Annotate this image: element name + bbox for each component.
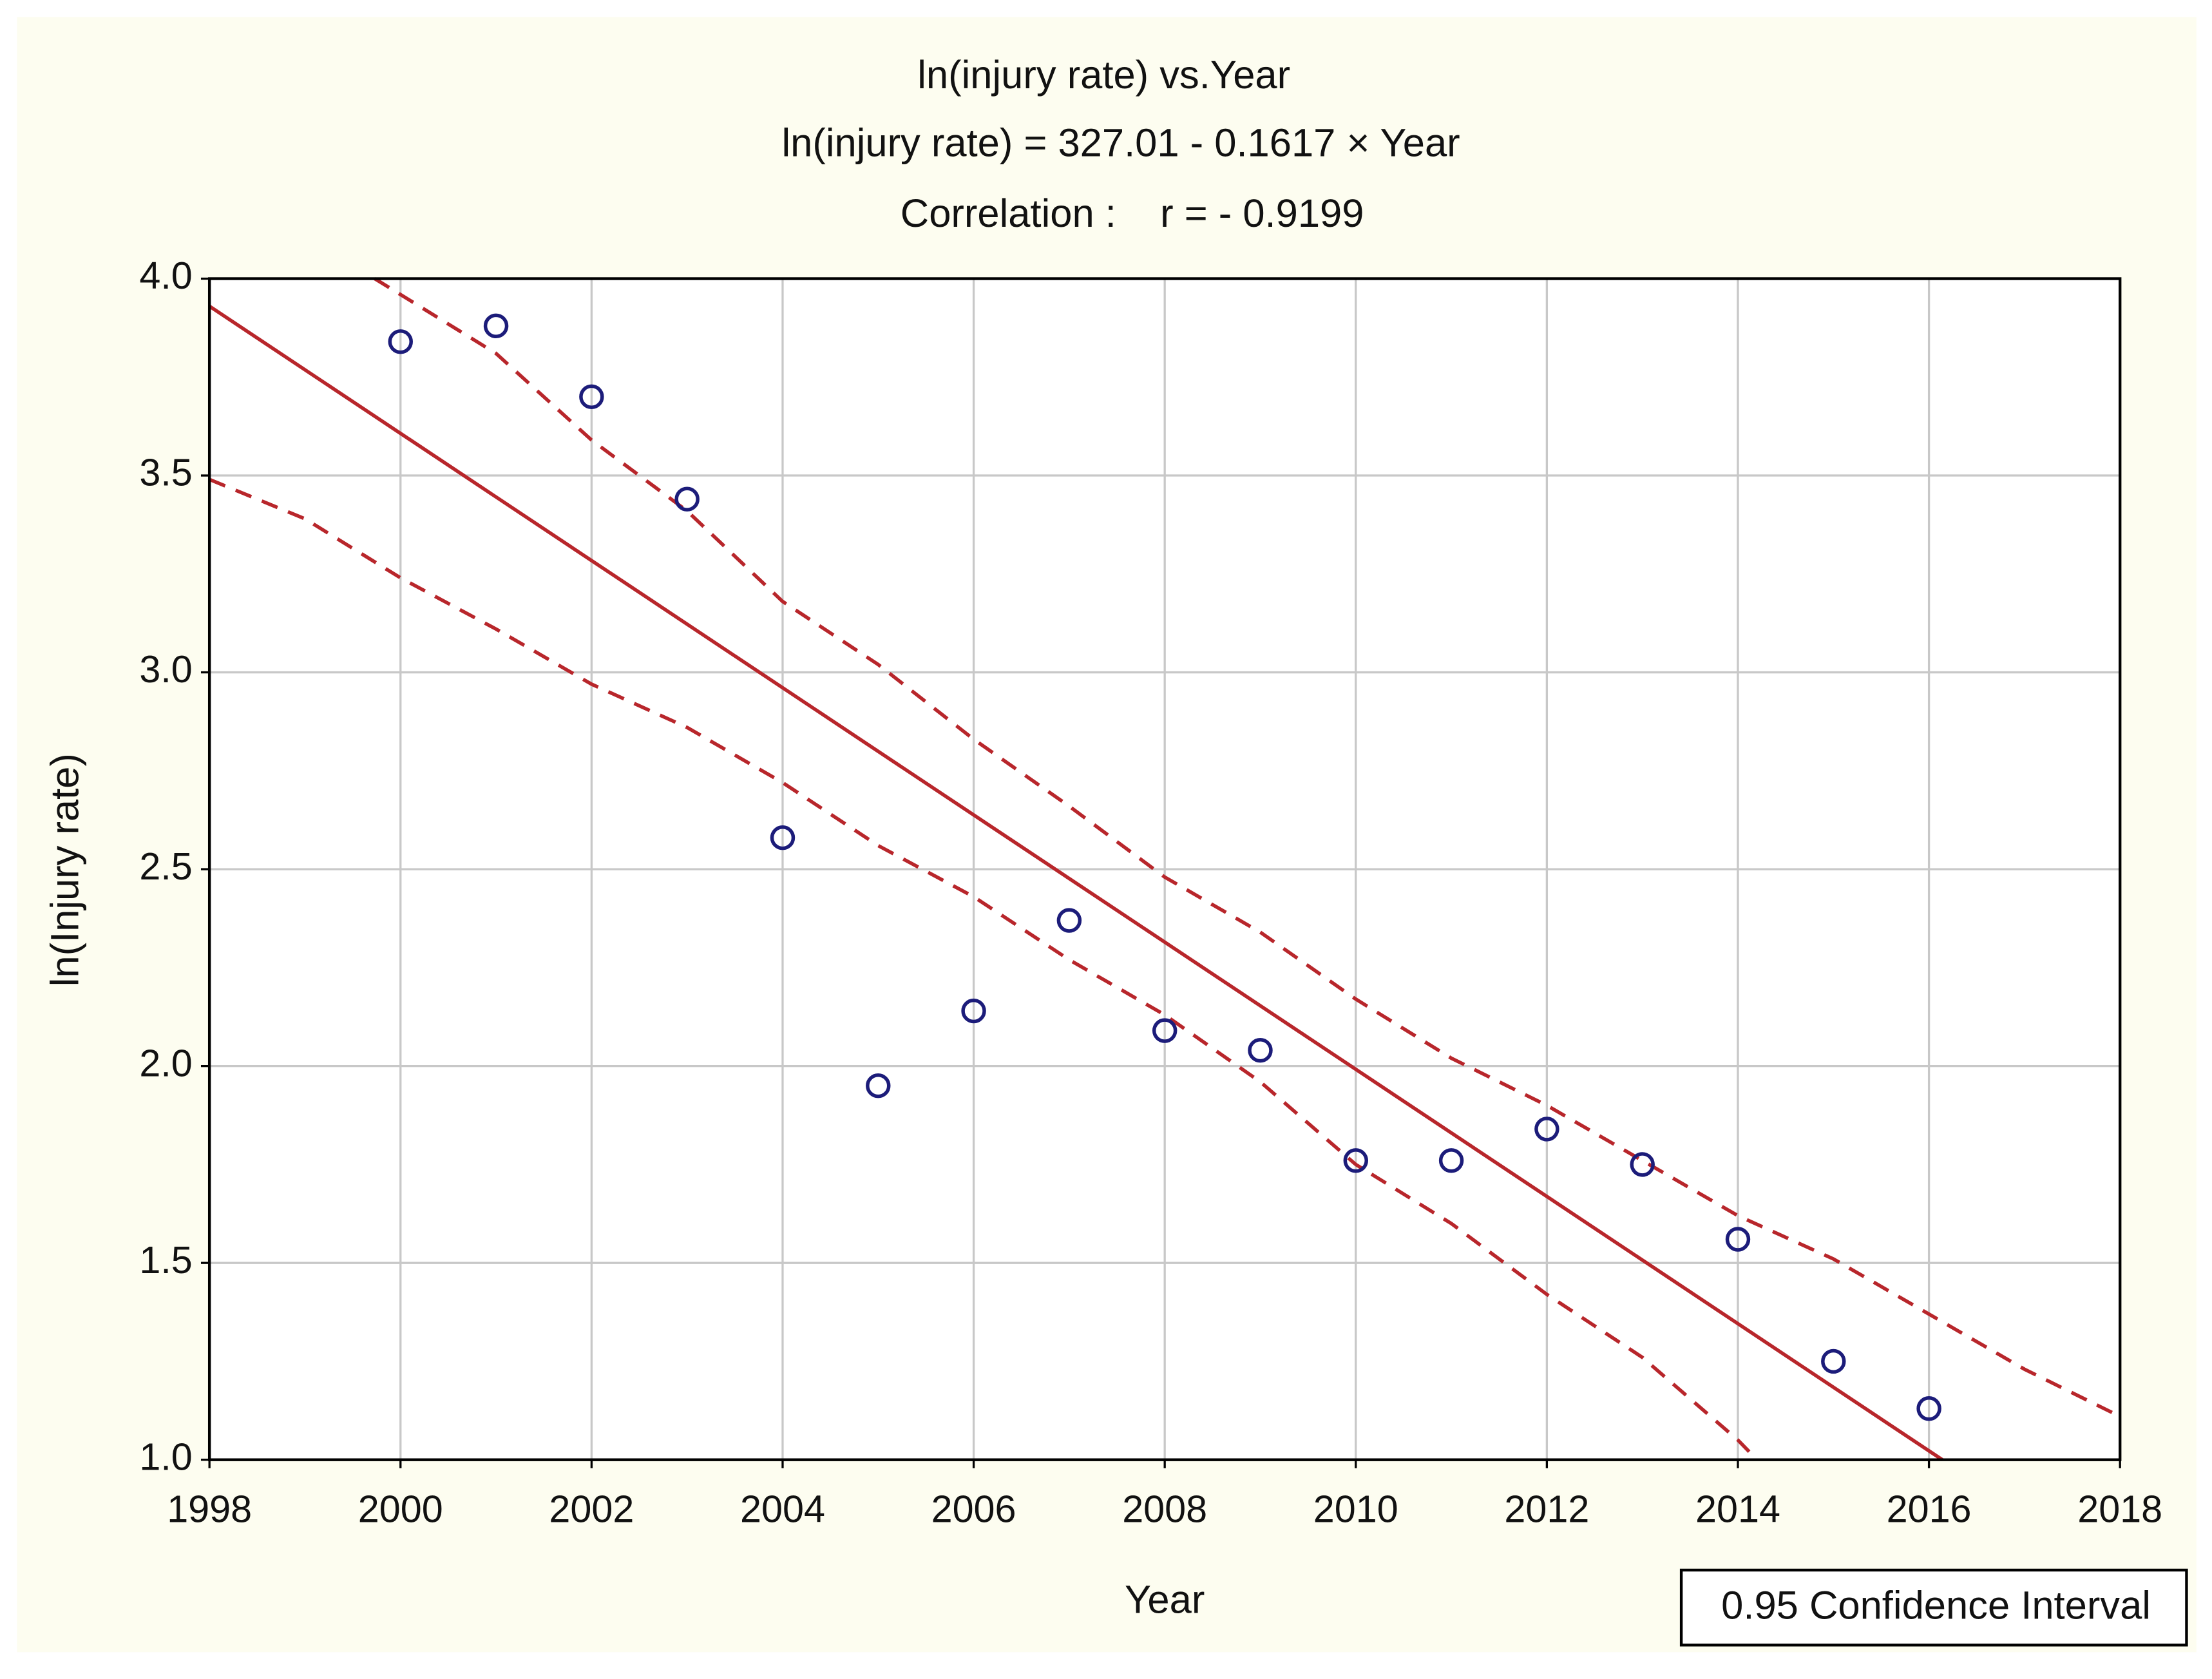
data-point <box>579 384 604 410</box>
chart-title: ln(injury rate) vs.Year <box>917 53 1290 97</box>
data-point <box>770 825 796 850</box>
y-axis-label: ln(Injury rate) <box>43 753 88 986</box>
chart-subtitle: ln(injury rate) = 327.01 - 0.1617 × Year <box>781 120 1460 165</box>
x-tick-label: 2006 <box>931 1488 1016 1531</box>
data-point <box>1725 1227 1751 1252</box>
data-point <box>1343 1148 1369 1173</box>
data-point <box>1821 1348 1846 1374</box>
x-tick-label: 2018 <box>2077 1488 2162 1531</box>
x-tick-label: 2012 <box>1504 1488 1589 1531</box>
data-point <box>1056 908 1082 933</box>
regression-line <box>208 304 1943 1461</box>
x-tick-label: 2014 <box>1695 1488 1780 1531</box>
x-tick-label: 2008 <box>1122 1488 1207 1531</box>
x-tick-label: 1998 <box>167 1488 252 1531</box>
y-tick-label: 3.0 <box>139 648 192 691</box>
y-tick-label: 4.0 <box>139 254 192 297</box>
legend-label: 0.95 Confidence Interval <box>1721 1583 2151 1627</box>
data-point <box>866 1073 891 1099</box>
x-tick-label: 2000 <box>358 1488 443 1531</box>
y-tick-label: 2.0 <box>139 1041 192 1084</box>
data-point <box>674 486 700 512</box>
legend-box <box>1679 1568 2188 1647</box>
data-point <box>1916 1396 1941 1421</box>
x-tick-label: 2016 <box>1887 1488 1972 1531</box>
y-tick-label: 1.5 <box>139 1238 192 1281</box>
y-tick-label: 3.5 <box>139 451 192 494</box>
data-point <box>1438 1148 1464 1173</box>
y-tick-label: 2.5 <box>139 845 192 888</box>
data-point <box>388 329 413 354</box>
x-tick-label: 2004 <box>740 1488 825 1531</box>
data-point <box>961 998 986 1024</box>
x-axis-label: Year <box>1125 1578 1205 1622</box>
data-point <box>1152 1018 1178 1043</box>
marks <box>208 277 2121 1461</box>
data-point <box>1248 1037 1273 1063</box>
data-point <box>1630 1152 1655 1177</box>
confidence-band-lower <box>209 477 1759 1461</box>
x-tick-label: 2002 <box>549 1488 634 1531</box>
data-point <box>483 313 509 339</box>
data-point <box>1534 1117 1559 1142</box>
y-tick-label: 1.0 <box>139 1435 192 1478</box>
confidence-band-upper <box>374 277 2121 1418</box>
annotation: Correlation : r = - 0.9199 <box>901 191 1364 236</box>
x-tick-label: 2010 <box>1313 1488 1398 1531</box>
plot-frame <box>207 277 2122 1461</box>
